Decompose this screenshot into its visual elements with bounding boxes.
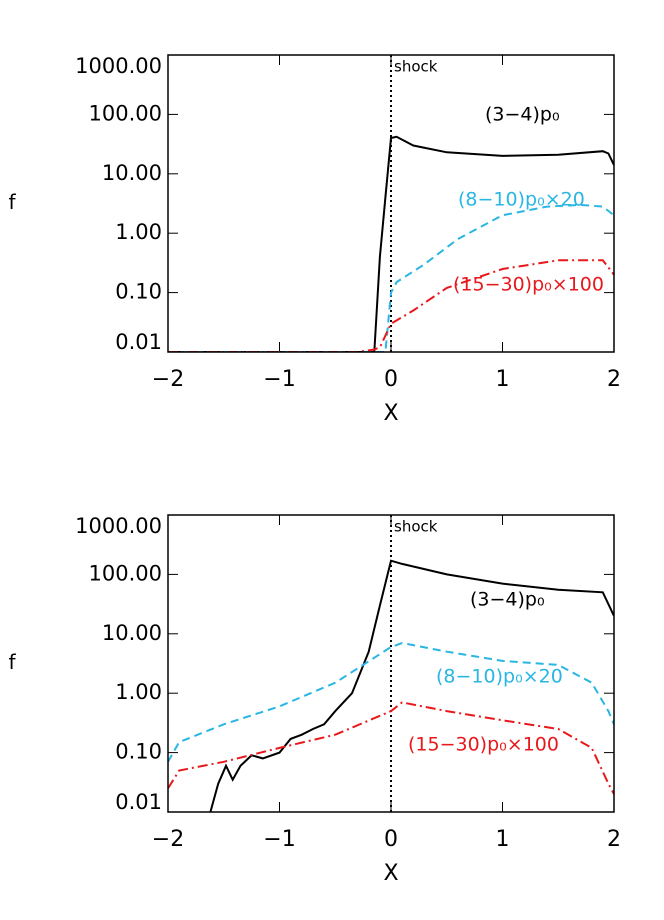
series-line <box>209 559 614 812</box>
y-tick-label: 0.01 <box>115 330 162 354</box>
y-tick-label: 10.00 <box>102 161 162 185</box>
y-tick-label: 1000.00 <box>75 54 162 78</box>
y-axis-label: f <box>8 650 16 674</box>
x-tick-label: 0 <box>384 367 398 392</box>
annotation: shock <box>394 518 438 536</box>
y-tick-label: 0.10 <box>115 280 162 304</box>
x-tick-label: 0 <box>384 827 398 852</box>
y-axis-label: f <box>8 190 16 214</box>
x-tick-label: 2 <box>607 827 621 852</box>
x-axis-label: X <box>383 401 398 426</box>
series-label: (8−10)p₀×20 <box>436 666 563 688</box>
y-tick-label: 1000.00 <box>75 514 162 538</box>
series-line <box>168 701 614 795</box>
series-label: (8−10)p₀×20 <box>458 189 585 211</box>
series-label: (15−30)p₀×100 <box>453 274 604 296</box>
y-tick-label: 100.00 <box>89 561 162 585</box>
x-tick-label: −1 <box>263 367 295 392</box>
series-label: (15−30)p₀×100 <box>408 734 559 756</box>
x-axis-label: X <box>383 861 398 886</box>
plot: 0.01 0.10 1.00 10.00 100.00 1000.00 −2 −1 0 1 2 Xf s… <box>8 54 621 426</box>
y-tick-label: 0.10 <box>115 740 162 764</box>
x-tick-label: −2 <box>152 367 184 392</box>
x-tick-label: −2 <box>152 827 184 852</box>
plot-frame <box>167 514 615 813</box>
y-tick-label: 0.01 <box>115 790 162 814</box>
series-label: (3−4)p₀ <box>485 104 560 126</box>
plot: 0.01 0.10 1.00 10.00 100.00 1000.00 −2 −1 0 1 2 Xf s… <box>8 514 621 886</box>
x-tick-label: 2 <box>607 367 621 392</box>
plot-frame <box>167 54 615 353</box>
series-label: (3−4)p₀ <box>470 589 545 611</box>
series-line <box>168 641 614 763</box>
x-tick-label: −1 <box>263 827 295 852</box>
y-tick-label: 100.00 <box>89 101 162 125</box>
annotation: shock <box>394 58 438 76</box>
series-line <box>168 135 614 352</box>
x-tick-label: 1 <box>496 827 510 852</box>
y-tick-label: 10.00 <box>102 621 162 645</box>
series-line <box>168 259 614 352</box>
y-tick-label: 1.00 <box>115 220 162 244</box>
x-tick-label: 1 <box>496 367 510 392</box>
y-tick-label: 1.00 <box>115 680 162 704</box>
